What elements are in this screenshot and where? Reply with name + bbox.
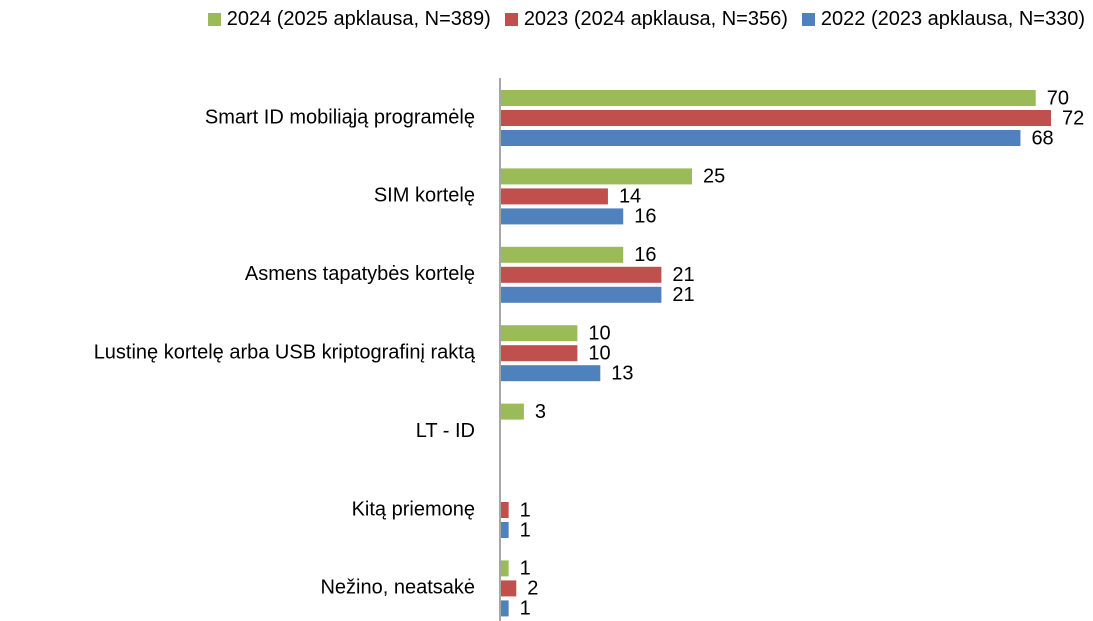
value-label: 1 (520, 558, 531, 580)
value-label: 25 (703, 166, 725, 188)
value-label: 3 (535, 401, 546, 423)
bar (501, 345, 578, 362)
bar (501, 110, 1051, 126)
value-label: 10 (588, 322, 610, 344)
value-label: 1 (520, 519, 531, 541)
bar (501, 130, 1021, 146)
legend-label: 2023 (2024 apklausa, N=356) (523, 8, 788, 30)
category-label: Smart ID mobiliąją programėlę (205, 106, 475, 128)
legend-label: 2024 (2025 apklausa, N=389) (226, 8, 491, 30)
value-label: 1 (520, 598, 531, 620)
legend-swatch (207, 13, 221, 26)
bar (501, 403, 524, 420)
legend-swatch (801, 13, 815, 26)
value-label: 21 (672, 264, 694, 286)
legend-item: 2024 (2025 apklausa, N=389) (207, 8, 491, 31)
legend-item: 2023 (2024 apklausa, N=356) (504, 8, 788, 31)
legend-swatch (504, 13, 518, 26)
value-label: 16 (634, 206, 656, 228)
bar (501, 90, 1036, 106)
bar (501, 502, 509, 518)
bar (501, 286, 662, 303)
category-label: LT - ID (416, 420, 475, 442)
value-label: 70 (1047, 87, 1069, 109)
value-label: 2 (527, 578, 538, 600)
bar (501, 522, 509, 538)
value-label: 10 (588, 342, 610, 364)
value-label: 21 (672, 284, 694, 306)
value-label: 68 (1031, 127, 1053, 149)
legend: 2024 (2025 apklausa, N=389) 2023 (2024 ap… (207, 8, 1085, 31)
bar (501, 188, 608, 205)
bar (501, 600, 509, 617)
bar (501, 325, 578, 342)
bar (501, 266, 662, 283)
bar (501, 560, 509, 577)
value-label: 72 (1062, 107, 1084, 129)
bar (501, 580, 517, 597)
value-label: 13 (611, 362, 633, 384)
category-label: Asmens tapatybės kortelę (245, 263, 475, 285)
category-label: Nežino, neatsakė (320, 577, 475, 599)
value-label: 1 (520, 499, 531, 521)
value-label: 16 (634, 244, 656, 266)
category-label: Kitą priemonę (352, 498, 475, 520)
category-label: Lustinę kortelę arba USB kriptografinį r… (94, 341, 476, 363)
value-label: 14 (619, 186, 641, 208)
legend-item: 2022 (2023 apklausa, N=330) (801, 8, 1085, 31)
bar (501, 208, 624, 225)
category-label: SIM kortelę (374, 185, 475, 207)
bar (501, 168, 692, 185)
bar (501, 246, 624, 263)
legend-label: 2022 (2023 apklausa, N=330) (820, 8, 1085, 30)
bar (501, 365, 601, 382)
